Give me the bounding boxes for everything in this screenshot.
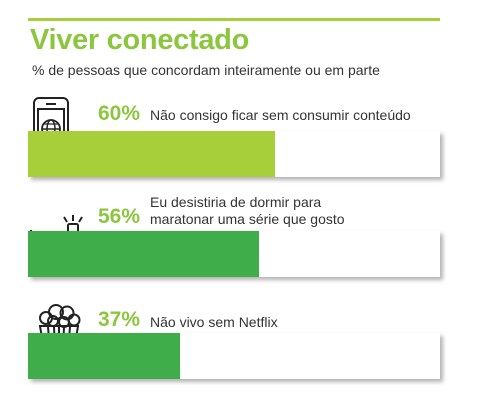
bar-category-label: Não consigo ficar sem consumir conteúdo	[150, 107, 411, 124]
bar-track	[28, 333, 440, 379]
bar-track	[28, 231, 440, 277]
bar-fill	[28, 131, 276, 177]
bar-track	[28, 131, 440, 177]
top-rule	[28, 18, 440, 21]
bar-percent-label: 60%	[98, 102, 141, 125]
bar-fill	[28, 231, 259, 277]
bar-category-label-line: maratonar uma série que gosto	[150, 211, 345, 227]
bar-fill	[28, 333, 181, 379]
bar-category-label-line: Não vivo sem Netflix	[150, 314, 278, 330]
chart-subtitle: % de pessoas que concordam inteiramente …	[32, 62, 380, 78]
bar-category-label: Eu desistiria de dormir para maratonar u…	[150, 194, 345, 228]
bar-category-label: Não vivo sem Netflix	[150, 314, 278, 331]
chart-title: Viver conectado	[30, 24, 250, 56]
bar-percent-label: 37%	[98, 308, 141, 331]
bar-category-label-line: Não consigo ficar sem consumir conteúdo	[150, 107, 411, 123]
bar-category-label-line: Eu desistiria de dormir para	[150, 194, 322, 210]
bar-percent-label: 56%	[98, 205, 141, 228]
